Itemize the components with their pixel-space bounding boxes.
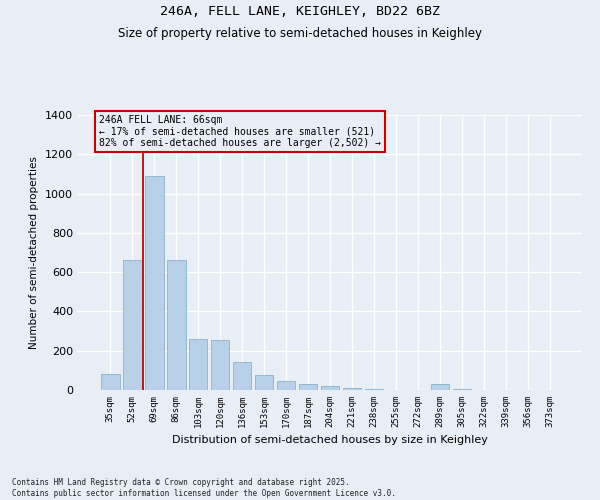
Y-axis label: Number of semi-detached properties: Number of semi-detached properties <box>29 156 40 349</box>
Bar <box>101 374 119 390</box>
Bar <box>167 260 185 390</box>
Bar <box>452 389 471 390</box>
Text: Size of property relative to semi-detached houses in Keighley: Size of property relative to semi-detach… <box>118 28 482 40</box>
Bar <box>299 384 317 390</box>
Bar <box>145 176 164 390</box>
Bar <box>320 386 340 390</box>
Bar <box>343 388 361 390</box>
Bar <box>211 340 229 390</box>
Bar <box>365 389 383 390</box>
Bar <box>233 362 251 390</box>
Text: Contains HM Land Registry data © Crown copyright and database right 2025.
Contai: Contains HM Land Registry data © Crown c… <box>12 478 396 498</box>
Bar <box>189 339 208 390</box>
Bar <box>123 260 142 390</box>
Text: 246A, FELL LANE, KEIGHLEY, BD22 6BZ: 246A, FELL LANE, KEIGHLEY, BD22 6BZ <box>160 5 440 18</box>
Text: 246A FELL LANE: 66sqm
← 17% of semi-detached houses are smaller (521)
82% of sem: 246A FELL LANE: 66sqm ← 17% of semi-deta… <box>99 115 381 148</box>
Bar <box>277 381 295 390</box>
Bar <box>431 384 449 390</box>
Bar <box>255 376 274 390</box>
X-axis label: Distribution of semi-detached houses by size in Keighley: Distribution of semi-detached houses by … <box>172 436 488 446</box>
